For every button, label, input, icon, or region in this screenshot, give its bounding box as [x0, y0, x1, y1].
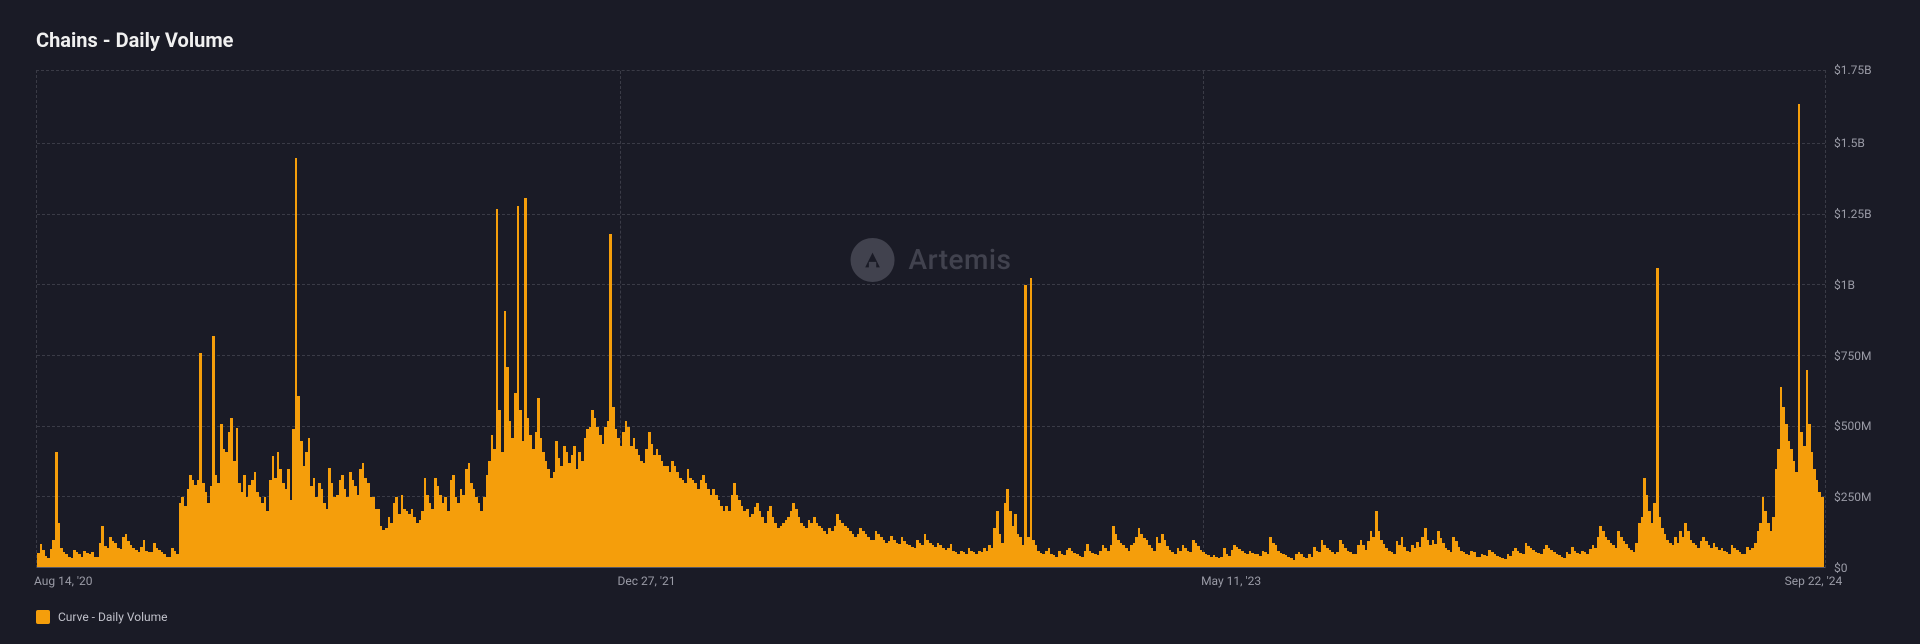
x-axis: Aug 14, '20 Dec 27, '21 May 11, '23 Sep 22,…	[36, 574, 1884, 596]
bar[interactable]	[1024, 285, 1027, 568]
x-tick-label: Sep 22, '24	[1785, 574, 1843, 588]
y-tick-label: $1.5B	[1834, 136, 1865, 150]
y-tick-label: $500M	[1834, 419, 1871, 433]
bar[interactable]	[1030, 278, 1033, 568]
y-tick-label: $1.25B	[1834, 207, 1872, 221]
x-baseline	[37, 567, 1825, 568]
x-tick-label: Dec 27, '21	[618, 574, 676, 588]
chart-container: Chains - Daily Volume Artemis $0 $250M $50…	[0, 0, 1920, 644]
y-tick-label: $0	[1834, 561, 1848, 575]
chart-area: Artemis $0$250M$500M$750M$1B$1.25B$1.5B$…	[36, 70, 1884, 568]
y-tick-label: $750M	[1834, 349, 1871, 363]
legend-swatch	[36, 610, 50, 624]
y-tick-label: $1.75B	[1834, 63, 1872, 77]
x-tick-label: May 11, '23	[1201, 574, 1261, 588]
y-axis: $0$250M$500M$750M$1B$1.25B$1.5B$1.75B	[1826, 70, 1884, 568]
x-tick-label: Aug 14, '20	[34, 574, 93, 588]
y-tick-label: $250M	[1834, 490, 1871, 504]
bar[interactable]	[1821, 497, 1824, 568]
chart-title: Chains - Daily Volume	[36, 28, 1884, 52]
legend: Curve - Daily Volume	[36, 610, 1884, 624]
legend-label: Curve - Daily Volume	[58, 610, 168, 624]
y-tick-label: $1B	[1834, 278, 1855, 292]
plot-area[interactable]: Artemis	[36, 70, 1826, 568]
bar-series	[37, 71, 1825, 568]
